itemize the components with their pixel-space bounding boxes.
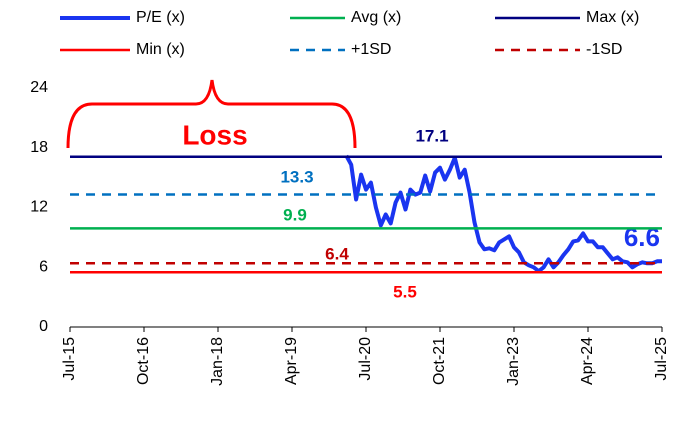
- legend-label: Avg (x): [351, 9, 401, 26]
- y-tick-label: 6: [39, 258, 48, 275]
- legend-label: +1SD: [351, 41, 391, 58]
- y-tick-label: 24: [30, 79, 48, 96]
- legend-label: Max (x): [586, 9, 639, 26]
- value-label: 5.5: [393, 282, 417, 301]
- x-tick-label: Oct-21: [431, 337, 448, 385]
- x-tick-label: Jul-25: [653, 337, 670, 381]
- x-tick-label: Jul-15: [61, 337, 78, 381]
- x-tick-label: Jan-18: [209, 337, 226, 386]
- x-tick-label: Jan-23: [505, 337, 522, 386]
- x-tick-label: Apr-24: [579, 337, 596, 385]
- legend-label: Min (x): [136, 41, 185, 58]
- value-label: 6.4: [325, 244, 349, 263]
- legend-label: P/E (x): [136, 9, 185, 26]
- x-tick-label: Jul-20: [357, 337, 374, 381]
- value-label: 13.3: [280, 167, 313, 186]
- value-label: 17.1: [415, 126, 448, 145]
- x-tick-label: Oct-16: [135, 337, 152, 385]
- y-tick-label: 12: [30, 199, 48, 216]
- y-tick-label: 18: [30, 139, 48, 156]
- loss-bracket: [66, 79, 357, 149]
- y-tick-label: 0: [39, 318, 48, 335]
- value-label: 9.9: [283, 205, 307, 224]
- legend-label: -1SD: [586, 41, 622, 58]
- series-line: [344, 154, 662, 274]
- value-label: 6.6: [624, 222, 660, 252]
- annotation: Loss: [182, 119, 247, 150]
- x-tick-label: Apr-19: [283, 337, 300, 385]
